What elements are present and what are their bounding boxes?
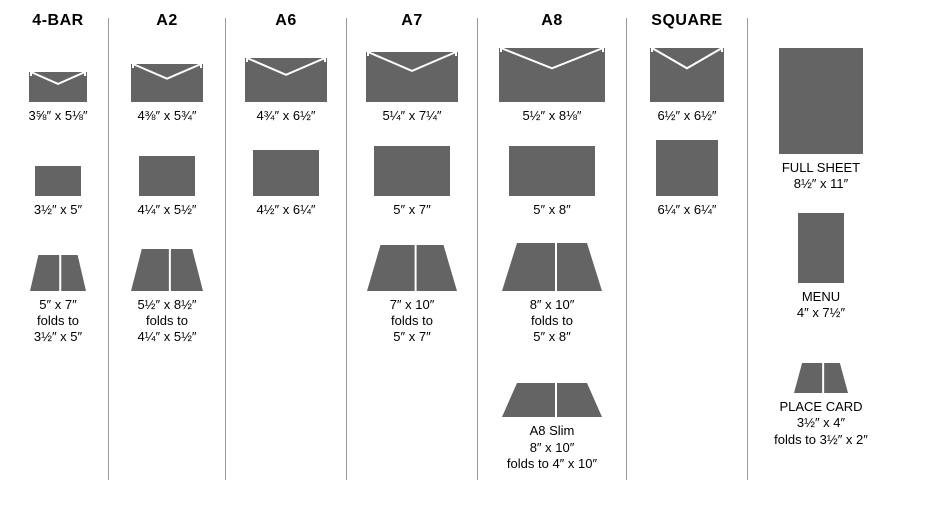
column-a7: A7 5¼″ x 7¼″ 5″ x 7″ 7″ x 10″ folds to 5″… bbox=[347, 12, 477, 359]
tent-shape bbox=[502, 233, 602, 291]
size-label: 8″ x 10″ folds to 5″ x 8″ bbox=[530, 297, 575, 346]
envelope-item: 6½″ x 6½″ bbox=[650, 44, 724, 124]
envelope-shape bbox=[131, 44, 203, 102]
flat-shape bbox=[374, 138, 450, 196]
column-header: A2 bbox=[156, 12, 177, 30]
tent-item: 5″ x 7″ folds to 3½″ x 5″ bbox=[30, 233, 86, 346]
column-header: A6 bbox=[275, 12, 296, 30]
flat-item: MENU 4″ x 7½″ bbox=[797, 207, 845, 322]
flat-shape bbox=[509, 138, 595, 196]
column-header: 4-BAR bbox=[32, 12, 83, 30]
flat-item: 4½″ x 6¼″ bbox=[253, 138, 319, 218]
size-label: 6¼″ x 6¼″ bbox=[657, 202, 716, 218]
size-label: PLACE CARD 3½″ x 4″ folds to 3½″ x 2″ bbox=[774, 399, 868, 448]
column-header: A7 bbox=[401, 12, 422, 30]
flat-shape bbox=[35, 138, 81, 196]
tent-item: 8″ x 10″ folds to 5″ x 8″ bbox=[502, 233, 602, 346]
size-label: 5½″ x 8⅛″ bbox=[522, 108, 581, 124]
flat-item: 4¼″ x 5½″ bbox=[137, 138, 196, 218]
flat-shape bbox=[656, 138, 718, 196]
flat-shape bbox=[139, 138, 195, 196]
size-label: 5″ x 7″ bbox=[393, 202, 430, 218]
envelope-shape bbox=[499, 44, 605, 102]
size-label: FULL SHEET 8½″ x 11″ bbox=[782, 160, 860, 193]
size-label: 4¼″ x 5½″ bbox=[137, 202, 196, 218]
envelope-item: 5¼″ x 7¼″ bbox=[366, 44, 458, 124]
size-label: 5″ x 7″ folds to 3½″ x 5″ bbox=[34, 297, 82, 346]
size-label: 5½″ x 8½″ folds to 4¼″ x 5½″ bbox=[137, 297, 196, 346]
tent-shape bbox=[131, 233, 203, 291]
flat-shape bbox=[779, 42, 863, 154]
envelope-item: 4¾″ x 6½″ bbox=[245, 44, 327, 124]
size-label: 6½″ x 6½″ bbox=[657, 108, 716, 124]
flat-shape bbox=[253, 138, 319, 196]
size-label: 7″ x 10″ folds to 5″ x 7″ bbox=[390, 297, 435, 346]
size-label: 4½″ x 6¼″ bbox=[256, 202, 315, 218]
size-chart-grid: 4-BAR 3⅝″ x 5⅛″ 3½″ x 5″ 5″ x 7″ folds to… bbox=[8, 12, 932, 486]
size-label: MENU 4″ x 7½″ bbox=[797, 289, 845, 322]
envelope-shape bbox=[650, 44, 724, 102]
envelope-item: 5½″ x 8⅛″ bbox=[499, 44, 605, 124]
tent-shape bbox=[367, 233, 457, 291]
column-a6: A6 4¾″ x 6½″ 4½″ x 6¼″ bbox=[226, 12, 346, 233]
flat-item: 6¼″ x 6¼″ bbox=[656, 138, 718, 218]
size-label: 3½″ x 5″ bbox=[34, 202, 82, 218]
size-label: 5″ x 8″ bbox=[533, 202, 570, 218]
tent-item: 5½″ x 8½″ folds to 4¼″ x 5½″ bbox=[131, 233, 203, 346]
size-label: 4⅜″ x 5¾″ bbox=[137, 108, 196, 124]
column-a8: A8 5½″ x 8⅛″ 5″ x 8″ 8″ x 10″ folds to 5″… bbox=[478, 12, 626, 486]
column-square: SQUARE 6½″ x 6½″ 6¼″ x 6¼″ bbox=[627, 12, 747, 233]
size-label: 5¼″ x 7¼″ bbox=[382, 108, 441, 124]
flat-shape bbox=[798, 207, 844, 283]
envelope-item: 3⅝″ x 5⅛″ bbox=[28, 44, 87, 124]
tent-shape bbox=[30, 233, 86, 291]
envelope-shape bbox=[29, 44, 87, 102]
flat-item: 3½″ x 5″ bbox=[34, 138, 82, 218]
column-header: A8 bbox=[541, 12, 562, 30]
size-label: 4¾″ x 6½″ bbox=[256, 108, 315, 124]
column-extras: FULL SHEET 8½″ x 11″ MENU 4″ x 7½″ PLACE … bbox=[748, 12, 894, 462]
tent-item: PLACE CARD 3½″ x 4″ folds to 3½″ x 2″ bbox=[774, 335, 868, 448]
envelope-shape bbox=[366, 44, 458, 102]
column-header: SQUARE bbox=[651, 12, 722, 30]
size-label: A8 Slim 8″ x 10″ folds to 4″ x 10″ bbox=[507, 423, 597, 472]
flat-item: 5″ x 8″ bbox=[509, 138, 595, 218]
tent-item: A8 Slim 8″ x 10″ folds to 4″ x 10″ bbox=[502, 359, 602, 472]
envelope-item: 4⅜″ x 5¾″ bbox=[131, 44, 203, 124]
envelope-shape bbox=[245, 44, 327, 102]
tent-shape bbox=[502, 359, 602, 417]
tent-shape bbox=[794, 335, 848, 393]
flat-item: 5″ x 7″ bbox=[374, 138, 450, 218]
column-a2: A2 4⅜″ x 5¾″ 4¼″ x 5½″ 5½″ x 8½″ folds to… bbox=[109, 12, 225, 359]
tent-item: 7″ x 10″ folds to 5″ x 7″ bbox=[367, 233, 457, 346]
column-bar4: 4-BAR 3⅝″ x 5⅛″ 3½″ x 5″ 5″ x 7″ folds to… bbox=[8, 12, 108, 359]
size-label: 3⅝″ x 5⅛″ bbox=[28, 108, 87, 124]
flat-item: FULL SHEET 8½″ x 11″ bbox=[779, 42, 863, 193]
